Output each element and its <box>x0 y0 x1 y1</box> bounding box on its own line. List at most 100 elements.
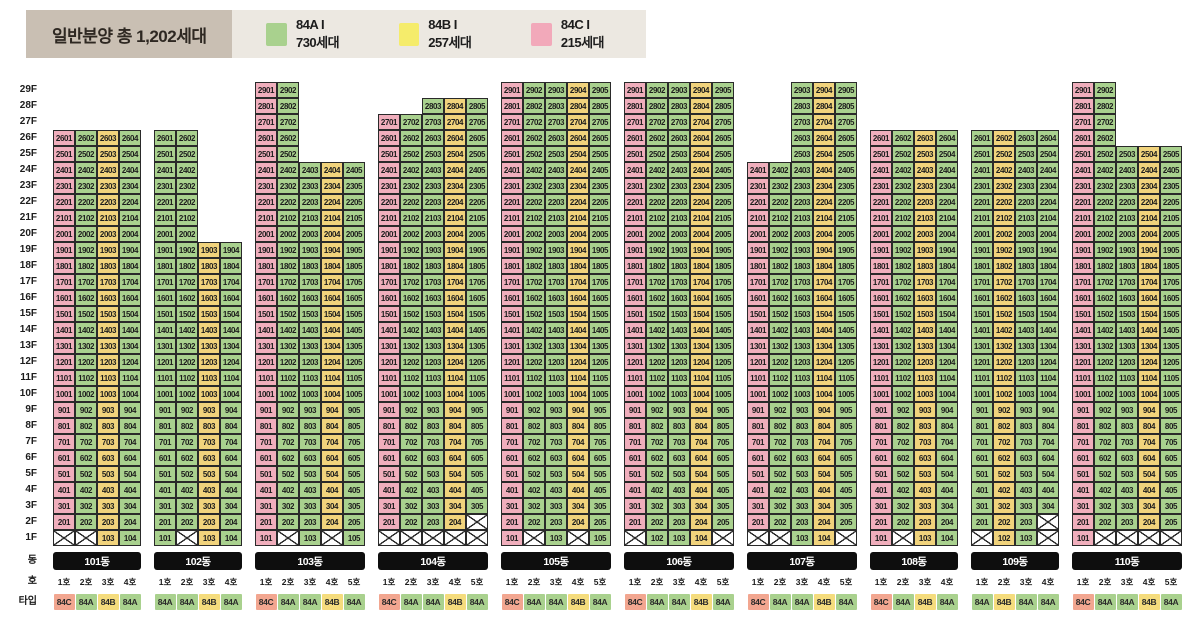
unit-cell: 2204 <box>444 194 466 210</box>
unit-cell: 1702 <box>892 274 914 290</box>
unit-cell: 1703 <box>1116 274 1138 290</box>
unit-cell: 1002 <box>769 386 791 402</box>
unit-cell: 1101 <box>154 370 176 386</box>
ho-label: 2호 <box>650 577 664 587</box>
ho-label: 1호 <box>259 577 273 587</box>
unit-cell: 504 <box>567 466 589 482</box>
type-row: 84C 84A 84B 84A <box>870 594 958 610</box>
unit-cell: 2201 <box>971 194 993 210</box>
unit-cell: 602 <box>769 450 791 466</box>
unit-cell: 702 <box>646 434 668 450</box>
building-label: 102동 <box>154 552 242 570</box>
unit-cell: 703 <box>791 434 813 450</box>
type-chip: 84B <box>321 594 343 610</box>
unit-cell: 2604 <box>690 130 712 146</box>
unit-cell: 604 <box>444 450 466 466</box>
unit-cell: 701 <box>154 434 176 450</box>
unit-cell: 1804 <box>813 258 835 274</box>
unit-cell: 2002 <box>176 226 198 242</box>
unit-cell: 304 <box>321 498 343 514</box>
unit-cell: 1505 <box>712 306 734 322</box>
unit-cell: 1303 <box>1015 338 1037 354</box>
unit-cell: 2802 <box>1094 98 1116 114</box>
unit-cell: 1101 <box>870 370 892 386</box>
unit-cell: 1304 <box>119 338 141 354</box>
unit-cell: 2203 <box>97 194 119 210</box>
floor-axis-label: 24F <box>19 164 37 175</box>
unit-cell: 103 <box>1015 530 1037 546</box>
unit-cell: 2002 <box>769 226 791 242</box>
unit-cell: 1501 <box>747 306 769 322</box>
unit-cell: 1103 <box>198 370 220 386</box>
unit-cell: 2602 <box>1094 130 1116 146</box>
unit-cell: 1401 <box>1072 322 1094 338</box>
unit-cell: 2702 <box>523 114 545 130</box>
unit-cell: 101 <box>501 530 523 546</box>
unit-cell: 802 <box>176 418 198 434</box>
unit-cell: 403 <box>914 482 936 498</box>
unit-cell: 1104 <box>1037 370 1059 386</box>
unit-cell: 1305 <box>1160 338 1182 354</box>
floor-axis-label: 15F <box>19 308 37 319</box>
unit-cell: 2104 <box>936 210 958 226</box>
unit-cell: 1801 <box>624 258 646 274</box>
unit-cell: 1704 <box>690 274 712 290</box>
unit-cell: 505 <box>835 466 857 482</box>
unit-cell: 1002 <box>892 386 914 402</box>
unit-cell: 2802 <box>646 98 668 114</box>
unit-cell: 605 <box>835 450 857 466</box>
type-chip: 84B <box>813 594 835 610</box>
unit-cell: 1502 <box>1094 306 1116 322</box>
unit-cell: 1401 <box>624 322 646 338</box>
unit-cell: 1004 <box>567 386 589 402</box>
unit-cell: 2405 <box>343 162 365 178</box>
unit-cell: 2104 <box>119 210 141 226</box>
unit-cell: 2003 <box>914 226 936 242</box>
unit-cell: 403 <box>1015 482 1037 498</box>
unit-cell: 1001 <box>747 386 769 402</box>
unit-cell: 501 <box>971 466 993 482</box>
unit-cell: 1502 <box>993 306 1015 322</box>
ho-label: 3호 <box>1019 577 1033 587</box>
unit-cell: 1403 <box>1015 322 1037 338</box>
unit-cell: 1203 <box>668 354 690 370</box>
type-chip: 84A <box>523 594 545 610</box>
unit-cell: 1504 <box>1037 306 1059 322</box>
unit-cell: 1203 <box>1116 354 1138 370</box>
type-axis-label: 타입 <box>18 596 37 607</box>
unit-cell: 1504 <box>321 306 343 322</box>
unit-cell: 2405 <box>589 162 611 178</box>
unit-cell: 2404 <box>936 162 958 178</box>
unit-cell: 901 <box>154 402 176 418</box>
unit-cell: 1803 <box>1116 258 1138 274</box>
unit-cell: 403 <box>299 482 321 498</box>
unit-cell: 1302 <box>75 338 97 354</box>
unit-cell: 2605 <box>589 130 611 146</box>
unit-cell: 2004 <box>936 226 958 242</box>
unit-cell: 2001 <box>971 226 993 242</box>
unit-cell: 2104 <box>690 210 712 226</box>
unit-cell: 202 <box>1094 514 1116 530</box>
unit-cell: 401 <box>255 482 277 498</box>
unit-cell: 1004 <box>119 386 141 402</box>
unit-cell: 403 <box>791 482 813 498</box>
unit-cell: 2302 <box>75 178 97 194</box>
unit-cell: 402 <box>769 482 791 498</box>
type-row: 84C 84A 84A 84B 84A <box>501 594 611 610</box>
type-chip: 84A <box>835 594 857 610</box>
unit-cell: 1102 <box>646 370 668 386</box>
unit-cell: 2302 <box>769 178 791 194</box>
unit-cell: 2301 <box>870 178 892 194</box>
unit-cell: 604 <box>119 450 141 466</box>
unit-cell: 2203 <box>422 194 444 210</box>
unit-cell: 2302 <box>1094 178 1116 194</box>
unit-cell: 1504 <box>220 306 242 322</box>
unit-cell: 1903 <box>791 242 813 258</box>
unit-cell: 1203 <box>422 354 444 370</box>
unit-cell: 2301 <box>624 178 646 194</box>
unit-cell: 702 <box>75 434 97 450</box>
unit-cell: 1402 <box>993 322 1015 338</box>
unit-cell: 1701 <box>378 274 400 290</box>
type-chip: 84A <box>971 594 993 610</box>
ho-label: 4호 <box>1142 577 1156 587</box>
